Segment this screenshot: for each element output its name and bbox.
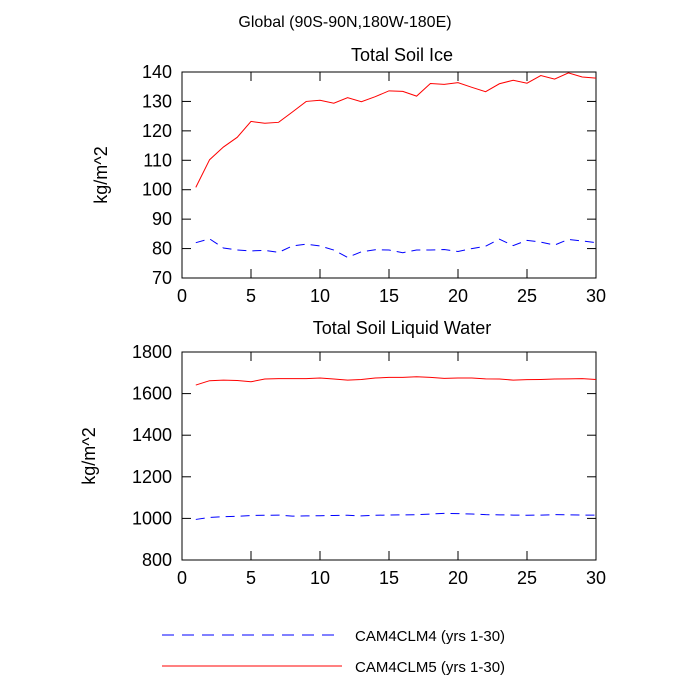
plot-frame <box>181 351 597 561</box>
x-tick-label: 10 <box>310 568 330 588</box>
y-tick-label: 130 <box>142 91 172 111</box>
x-tick-label: 30 <box>586 286 606 306</box>
panel-title: Total Soil Ice <box>351 45 453 65</box>
x-tick-label: 25 <box>517 286 537 306</box>
x-tick-label: 5 <box>246 568 256 588</box>
legend: CAM4CLM4 (yrs 1-30) CAM4CLM5 (yrs 1-30) <box>162 628 505 676</box>
x-tick-label: 5 <box>246 286 256 306</box>
figure-suptitle: Global (90S-90N,180W-180E) <box>238 14 451 31</box>
y-tick-label: 140 <box>142 62 172 82</box>
series-line-cam4clm4 <box>195 512 596 520</box>
y-tick-label: 1200 <box>132 467 172 487</box>
panel-total-soil-ice: Total Soil Ice 0 5 10 15 20 25 30 70 80 90 100 110 12… <box>91 45 606 306</box>
y-tick-label: 70 <box>152 268 172 288</box>
legend-label-cam4clm5: CAM4CLM5 (yrs 1-30) <box>355 659 505 676</box>
x-tick-label: 0 <box>177 286 187 306</box>
plot-frame <box>181 71 597 279</box>
series-line-cam4clm5 <box>195 72 597 188</box>
x-tick-label: 25 <box>517 568 537 588</box>
y-tick-label: 800 <box>142 550 172 570</box>
panel-title: Total Soil Liquid Water <box>313 318 491 338</box>
y-tick-label: 1400 <box>132 425 172 445</box>
x-tick-label: 0 <box>177 568 187 588</box>
x-tick-label: 20 <box>448 568 468 588</box>
x-tick-label: 10 <box>310 286 330 306</box>
panel-total-soil-liquid-water: Total Soil Liquid Water 0 5 10 15 20 25 30 800 10… <box>79 318 606 588</box>
series-line-cam4clm4 <box>195 238 597 258</box>
y-tick-label: 110 <box>143 150 172 170</box>
series-line-cam4clm5 <box>195 376 597 386</box>
y-tick-label: 120 <box>142 121 172 141</box>
y-tick-label: 100 <box>142 180 172 200</box>
y-tick-label: 90 <box>152 209 172 229</box>
y-axis-label: kg/m^2 <box>79 427 99 484</box>
y-tick-label: 80 <box>152 239 172 259</box>
y-tick-label: 1600 <box>132 384 172 404</box>
y-tick-label: 1000 <box>132 508 172 528</box>
legend-label-cam4clm4: CAM4CLM4 (yrs 1-30) <box>355 628 505 645</box>
x-tick-label: 15 <box>379 568 399 588</box>
x-tick-label: 30 <box>586 568 606 588</box>
y-axis-label: kg/m^2 <box>91 146 111 203</box>
x-tick-label: 15 <box>379 286 399 306</box>
x-tick-label: 20 <box>448 286 468 306</box>
y-tick-label: 1800 <box>132 342 172 362</box>
